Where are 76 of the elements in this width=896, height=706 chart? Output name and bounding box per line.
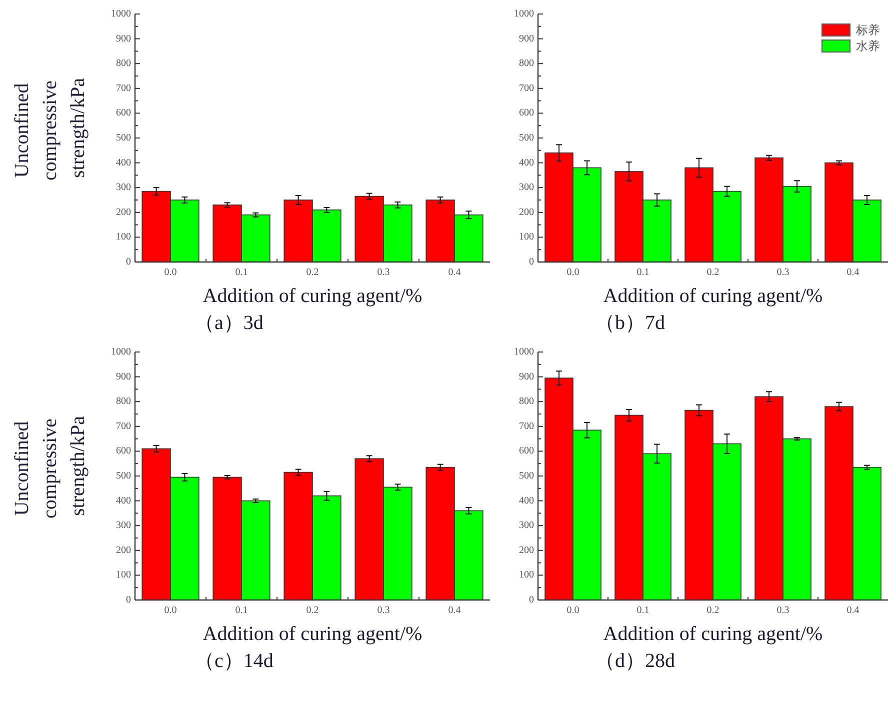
text: （a）3d [194,312,264,334]
x-tick-label: 0.1 [636,605,650,616]
x-tick-label: 0.0 [566,605,580,616]
x-tick-label: 0.4 [846,267,860,278]
x-tick-label: 0.2 [306,267,319,278]
y-axis-title: Unconfined compressive strength/kPa [11,414,89,518]
x-tick-label: 0.2 [706,605,720,616]
y-tick-label: 800 [116,396,131,408]
x-tick-label: 0.3 [377,605,390,616]
y-tick-label: 400 [116,157,131,168]
x-tick-label: 0.3 [776,605,790,616]
y-tick-label: 0 [126,594,131,606]
x-tick-label: 0.1 [235,605,248,616]
y-tick-label: 300 [116,520,131,532]
y-tick-label: 500 [519,132,534,144]
y-tick-label: 800 [116,58,131,70]
y-tick-label: 100 [116,232,131,243]
y-tick-label: 200 [519,206,534,218]
x-tick-label: 0.0 [164,267,177,278]
y-tick-label: 1000 [111,8,131,20]
y-tick-label: 600 [116,446,131,457]
y-tick-label: 600 [116,108,131,119]
x-tick-label: 0.2 [306,605,319,616]
text: （b）7d [595,312,665,334]
y-tick-label: 400 [116,495,131,506]
x-tick-label: 0.0 [566,267,580,278]
y-tick-label: 500 [116,132,131,144]
x-tick-label: 0.4 [448,605,461,616]
y-tick-label: 600 [519,446,534,457]
y-tick-label: 200 [519,544,534,556]
y-tick-label: 500 [116,470,131,482]
x-tick-label: 0.1 [636,267,650,278]
y-tick-label: 900 [519,33,534,44]
x-axis-title: Addition of curing agent/% [603,623,823,645]
y-tick-label: 300 [519,182,534,194]
y-tick-label: 400 [519,157,534,168]
y-tick-label: 800 [519,396,534,408]
x-axis-title: Addition of curing agent/% [202,623,422,645]
x-tick-label: 0.4 [846,605,860,616]
legend-label: 水养 [856,39,880,53]
y-tick-label: 0 [529,594,534,606]
y-tick-label: 900 [519,371,534,382]
y-tick-label: 1000 [514,8,534,20]
y-tick-label: 600 [519,108,534,119]
y-tick-label: 1000 [111,346,131,358]
text: （d）28d [595,650,675,672]
y-tick-label: 700 [519,420,534,432]
text: （c）14d [194,650,274,672]
y-tick-label: 800 [519,58,534,70]
x-axis-title: Addition of curing agent/% [603,285,823,307]
y-tick-label: 0 [529,256,534,268]
x-tick-label: 0.3 [776,267,790,278]
x-tick-label: 0.3 [377,267,390,278]
y-tick-label: 100 [519,232,534,243]
y-tick-label: 1000 [514,346,534,358]
x-axis-title: Addition of curing agent/% [202,285,422,307]
x-tick-label: 0.2 [706,267,720,278]
y-tick-label: 100 [116,570,131,581]
legend-label: 标养 [855,23,880,37]
y-axis-title: Unconfined compressive strength/kPa [11,76,89,180]
y-tick-label: 500 [519,470,534,482]
y-tick-label: 700 [116,82,131,94]
x-tick-label: 0.4 [448,267,461,278]
x-tick-label: 0.0 [164,605,177,616]
x-tick-label: 0.1 [235,267,248,278]
y-tick-label: 900 [116,371,131,382]
y-tick-label: 700 [519,82,534,94]
y-tick-label: 200 [116,206,131,218]
y-tick-label: 0 [126,256,131,268]
y-tick-label: 100 [519,570,534,581]
y-tick-label: 700 [116,420,131,432]
y-tick-label: 300 [116,182,131,194]
y-tick-label: 400 [519,495,534,506]
y-tick-label: 200 [116,544,131,556]
y-tick-label: 300 [519,520,534,532]
y-tick-label: 900 [116,33,131,44]
